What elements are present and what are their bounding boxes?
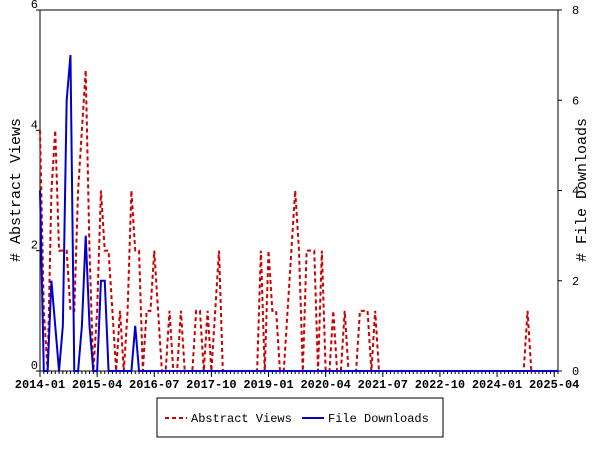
y2-tick-label: 0 xyxy=(572,365,579,379)
x-tick-label: 2021-07 xyxy=(358,378,408,392)
y-axis-label: # Abstract Views xyxy=(8,118,25,262)
x-tick-label: 2015-04 xyxy=(72,378,122,392)
y2-tick-label: 2 xyxy=(572,275,579,289)
series-line xyxy=(39,70,558,372)
x-tick-label: 2019-01 xyxy=(243,378,293,392)
legend-box xyxy=(156,397,444,438)
x-tick-label: 2022-10 xyxy=(415,378,465,392)
x-tick-label: 2025-04 xyxy=(529,378,579,392)
series-line xyxy=(39,55,558,372)
y-tick-label: 2 xyxy=(31,239,38,253)
legend-label: File Downloads xyxy=(328,412,429,426)
x-tick-label: 2024-01 xyxy=(472,378,522,392)
x-tick-label: 2017-10 xyxy=(186,378,236,392)
x-tick-label: 2020-04 xyxy=(300,378,350,392)
legend-label: Abstract Views xyxy=(191,412,292,426)
y2-tick-label: 8 xyxy=(572,4,579,18)
y-tick-label: 0 xyxy=(31,359,38,373)
y2-tick-label: 6 xyxy=(572,94,579,108)
y2-tick-label: 4 xyxy=(572,185,579,199)
y2-axis-label: # File Downloads xyxy=(574,118,591,262)
x-tick-label: 2016-07 xyxy=(129,378,179,392)
plot-frame xyxy=(39,9,559,372)
y-tick-label: 4 xyxy=(31,118,38,132)
x-tick-label: 2014-01 xyxy=(15,378,65,392)
y-tick-label: 6 xyxy=(31,0,38,12)
